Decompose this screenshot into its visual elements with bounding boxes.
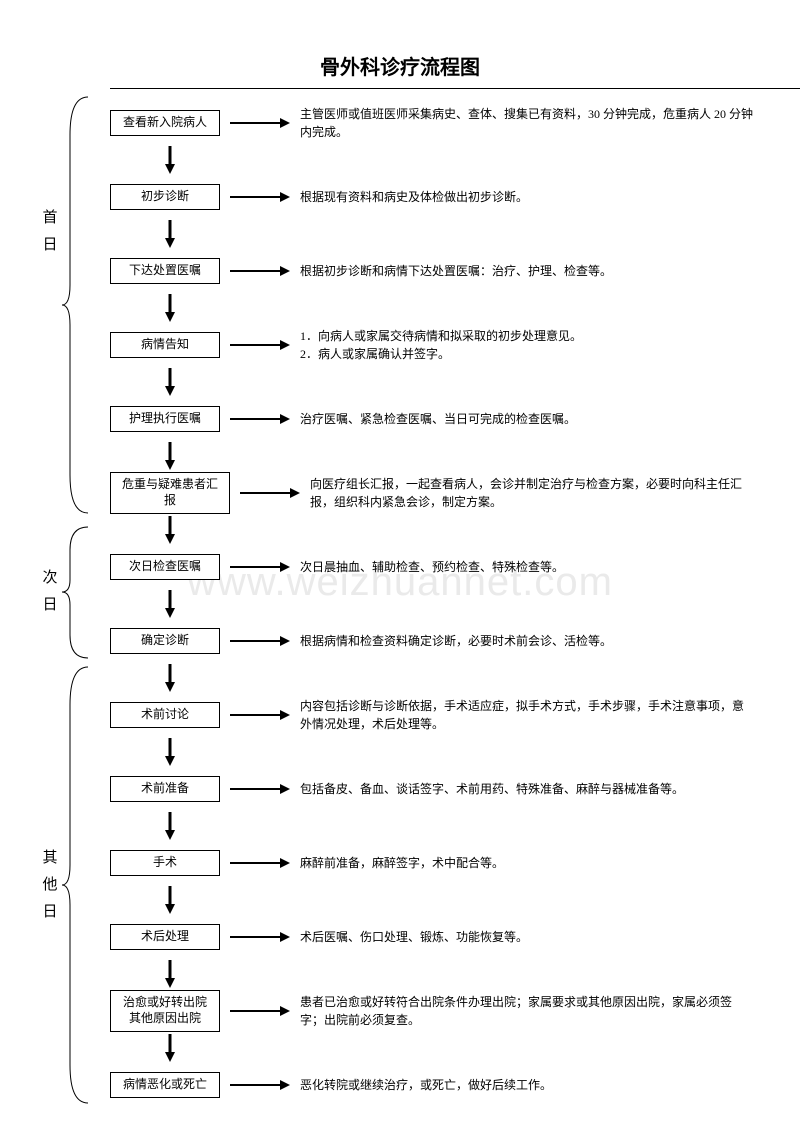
step-desc: 患者已治愈或好转符合出院条件办理出院；家属要求或其他原因出院，家属必须签字；出院… [296,993,760,1029]
side-label-char: 日 [40,900,60,921]
v-arrow-icon [110,1034,230,1062]
v-arrow-icon [110,664,230,692]
step-box: 危重与疑难患者汇报 [110,472,230,513]
step-desc: 麻醉前准备，麻醉签字，术中配合等。 [296,854,760,872]
step-box: 病情恶化或死亡 [110,1072,220,1098]
side-label-day2: 次 日 [40,560,60,620]
step-box: 次日检查医嘱 [110,554,220,580]
step-desc: 次日晨抽血、辅助检查、预约检查、特殊检查等。 [296,558,760,576]
h-arrow-icon [230,264,290,278]
flow-row: 手术 麻醉前准备，麻醉签字，术中配合等。 [110,840,760,886]
step-desc: 主管医师或值班医师采集病史、查体、搜集已有资料，30 分钟完成，危重病人 20 … [296,105,760,141]
top-rule [110,88,800,89]
h-arrow-icon [230,1078,290,1092]
side-label-char: 日 [40,593,60,614]
flow-row: 初步诊断 根据现有资料和病史及体检做出初步诊断。 [110,174,760,220]
step-box: 术后处理 [110,924,220,950]
step-desc: 内容包括诊断与诊断依据，手术适应症，拟手术方式，手术步骤，手术注意事项，意外情况… [296,697,760,733]
side-label-char: 首 [40,206,60,227]
h-arrow-icon [240,486,300,500]
step-desc: 术后医嘱、伤口处理、锻炼、功能恢复等。 [296,928,760,946]
v-arrow-icon [110,442,230,470]
h-arrow-icon [230,412,290,426]
flow-row: 危重与疑难患者汇报 向医疗组长汇报，一起查看病人，会诊并制定治疗与检查方案，必要时… [110,470,760,516]
brace-day2 [60,525,90,660]
flow-row: 确定诊断 根据病情和检查资料确定诊断，必要时术前会诊、活检等。 [110,618,760,664]
step-box: 下达处置医嘱 [110,258,220,284]
h-arrow-icon [230,338,290,352]
flow-row: 术前讨论 内容包括诊断与诊断依据，手术适应症，拟手术方式，手术步骤，手术注意事项，… [110,692,760,738]
side-label-char: 次 [40,566,60,587]
side-label-char: 他 [40,873,60,894]
v-arrow-icon [110,590,230,618]
flow-row: 查看新入院病人 主管医师或值班医师采集病史、查体、搜集已有资料，30 分钟完成，危… [110,100,760,146]
step-box: 护理执行医嘱 [110,406,220,432]
step-box: 治愈或好转出院 其他原因出院 [110,990,220,1031]
side-label-char: 日 [40,233,60,254]
page-title: 骨外科诊疗流程图 [40,51,760,80]
flow-row: 病情恶化或死亡 恶化转院或继续治疗，或死亡，做好后续工作。 [110,1062,760,1108]
v-arrow-icon [110,368,230,396]
h-arrow-icon [230,116,290,130]
step-desc: 根据病情和检查资料确定诊断，必要时术前会诊、活检等。 [296,632,760,650]
step-box: 查看新入院病人 [110,110,220,136]
step-box: 初步诊断 [110,184,220,210]
flow-row: 次日检查医嘱 次日晨抽血、辅助检查、预约检查、特殊检查等。 [110,544,760,590]
step-desc: 1．向病人或家属交待病情和拟采取的初步处理意见。 2．病人或家属确认并签字。 [296,327,760,363]
flow-row: 术后处理 术后医嘱、伤口处理、锻炼、功能恢复等。 [110,914,760,960]
h-arrow-icon [230,1004,290,1018]
step-box: 手术 [110,850,220,876]
flowchart: 查看新入院病人 主管医师或值班医师采集病史、查体、搜集已有资料，30 分钟完成，危… [110,100,760,1108]
side-label-day1: 首 日 [40,200,60,260]
v-arrow-icon [110,812,230,840]
v-arrow-icon [110,220,230,248]
flow-row: 护理执行医嘱 治疗医嘱、紧急检查医嘱、当日可完成的检查医嘱。 [110,396,760,442]
h-arrow-icon [230,930,290,944]
h-arrow-icon [230,560,290,574]
step-desc: 向医疗组长汇报，一起查看病人，会诊并制定治疗与检查方案，必要时向科主任汇报，组织… [306,475,760,511]
step-box: 术前讨论 [110,702,220,728]
step-desc: 恶化转院或继续治疗，或死亡，做好后续工作。 [296,1076,760,1094]
brace-other [60,665,90,1105]
step-box: 术前准备 [110,776,220,802]
side-label-other: 其 他 日 [40,840,60,927]
v-arrow-icon [110,516,230,544]
step-box: 确定诊断 [110,628,220,654]
h-arrow-icon [230,856,290,870]
v-arrow-icon [110,886,230,914]
side-label-char: 其 [40,846,60,867]
step-desc: 根据初步诊断和病情下达处置医嘱：治疗、护理、检查等。 [296,262,760,280]
h-arrow-icon [230,708,290,722]
v-arrow-icon [110,960,230,988]
v-arrow-icon [110,146,230,174]
step-box: 病情告知 [110,332,220,358]
flow-row: 术前准备 包括备皮、备血、谈话签字、术前用药、特殊准备、麻醉与器械准备等。 [110,766,760,812]
brace-day1 [60,95,90,515]
flow-row: 治愈或好转出院 其他原因出院 患者已治愈或好转符合出院条件办理出院；家属要求或其他… [110,988,760,1034]
h-arrow-icon [230,782,290,796]
v-arrow-icon [110,738,230,766]
step-desc: 包括备皮、备血、谈话签字、术前用药、特殊准备、麻醉与器械准备等。 [296,780,760,798]
v-arrow-icon [110,294,230,322]
flow-row: 病情告知 1．向病人或家属交待病情和拟采取的初步处理意见。 2．病人或家属确认并签… [110,322,760,368]
h-arrow-icon [230,634,290,648]
h-arrow-icon [230,190,290,204]
flow-row: 下达处置医嘱 根据初步诊断和病情下达处置医嘱：治疗、护理、检查等。 [110,248,760,294]
step-desc: 治疗医嘱、紧急检查医嘱、当日可完成的检查医嘱。 [296,410,760,428]
step-desc: 根据现有资料和病史及体检做出初步诊断。 [296,188,760,206]
